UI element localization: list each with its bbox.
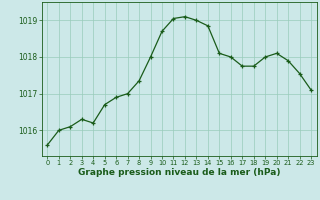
X-axis label: Graphe pression niveau de la mer (hPa): Graphe pression niveau de la mer (hPa): [78, 168, 280, 177]
